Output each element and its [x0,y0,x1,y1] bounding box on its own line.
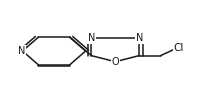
Text: Cl: Cl [174,43,184,53]
Text: N: N [88,33,95,43]
Text: N: N [18,46,25,56]
Text: N: N [135,33,143,43]
Text: O: O [111,57,119,67]
